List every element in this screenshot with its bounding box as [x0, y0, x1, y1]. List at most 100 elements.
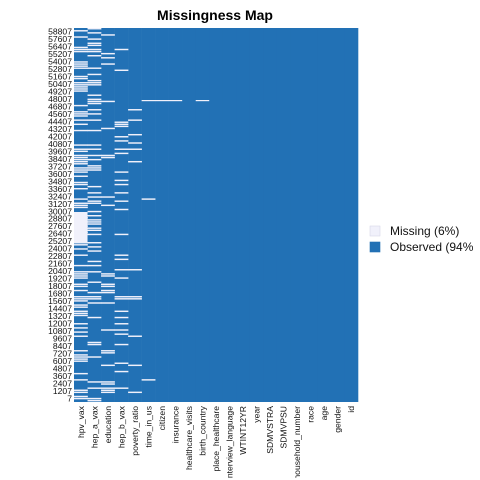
missing-cell [114, 310, 129, 313]
legend-label: Missing (6%) [390, 224, 459, 238]
missing-cell [101, 352, 115, 354]
y-tick-label: 43207 [48, 124, 72, 134]
x-tick-label: gender [333, 406, 343, 433]
missing-cell [87, 210, 102, 213]
missing-cell [74, 248, 88, 250]
missing-cell [74, 144, 88, 146]
missing-cell [101, 285, 115, 288]
missing-cell [87, 356, 102, 358]
missing-cell [128, 119, 142, 121]
missing-cell [114, 269, 129, 271]
missing-cell [74, 202, 88, 204]
missing-cell [101, 289, 115, 292]
missing-cell [87, 202, 102, 204]
missing-cell [87, 196, 102, 198]
missing-cell [74, 314, 88, 317]
missing-cell [74, 86, 88, 88]
missing-cell [74, 242, 88, 244]
missing-cell [87, 399, 102, 402]
missing-cell [114, 233, 129, 236]
missing-cell [74, 212, 88, 242]
missing-cell [74, 397, 88, 400]
missing-cell [87, 316, 102, 319]
missing-cell [128, 160, 142, 163]
missing-cell [74, 123, 88, 126]
y-tick-label: 54007 [48, 57, 72, 67]
missing-cell [74, 271, 88, 273]
missing-cell [114, 362, 129, 364]
legend-swatch [369, 225, 381, 237]
missing-cell [74, 379, 88, 381]
missing-cell [74, 113, 88, 115]
missing-cell [141, 379, 156, 381]
missing-cell [74, 90, 88, 92]
x-tick-label: poverty_ratio [130, 406, 140, 456]
y-tick-label: 3607 [53, 371, 72, 381]
missing-cell [74, 310, 88, 313]
missing-cell [195, 100, 210, 102]
missing-cell [74, 75, 88, 78]
missing-cell [87, 260, 102, 263]
missing-cell [74, 77, 88, 80]
missing-cell [114, 258, 129, 261]
missing-cell [74, 275, 88, 277]
missing-cell [74, 50, 88, 53]
missing-cell [101, 364, 115, 367]
missing-cell [101, 100, 115, 103]
missing-cell [87, 100, 102, 103]
missing-cell [87, 250, 102, 252]
x-tick-label: place_healthcare [211, 406, 221, 472]
missing-cell [74, 296, 88, 298]
missing-cell [114, 370, 129, 373]
y-tick-label: 52807 [48, 64, 72, 74]
missing-cell [74, 254, 88, 256]
missing-cell [74, 335, 88, 337]
missing-cell [74, 150, 88, 153]
missing-cell [74, 111, 88, 113]
missing-cell [74, 372, 88, 375]
missing-cell [74, 395, 88, 398]
missing-cell [114, 343, 129, 346]
missing-cell [128, 269, 142, 271]
missing-cell [74, 115, 88, 117]
missing-cell [87, 223, 102, 225]
missing-cell [87, 67, 102, 69]
x-tick-label: SDMVPSU [279, 406, 289, 449]
y-tick-label: 25207 [48, 236, 72, 246]
missing-cell [101, 34, 115, 36]
missing-cell [74, 277, 88, 279]
missing-cell [74, 160, 88, 163]
column-birth_country [195, 28, 210, 402]
missing-cell [74, 327, 88, 329]
missing-cell [87, 167, 102, 169]
missing-cell [114, 200, 129, 202]
missing-cell [87, 221, 102, 223]
missing-cell [114, 296, 129, 298]
missing-cell [74, 129, 88, 132]
missing-cell [74, 312, 88, 315]
missing-cell [87, 291, 102, 294]
x-tick-label: household_number [292, 406, 302, 480]
missing-cell [87, 264, 102, 267]
missing-cell [87, 298, 102, 300]
missing-cell [114, 123, 129, 126]
missing-cell [74, 350, 88, 352]
missing-cell [114, 171, 129, 173]
missing-cell [114, 69, 129, 72]
missing-cell [74, 148, 88, 150]
x-tick-label: birth_country [197, 405, 207, 455]
missing-cell [114, 298, 129, 300]
missing-cell [74, 158, 88, 161]
missing-cell [87, 169, 102, 171]
missing-cell [114, 329, 129, 331]
x-tick-label: id [346, 406, 356, 413]
missing-cell [74, 304, 88, 306]
missing-cell [87, 144, 102, 146]
missing-cell [87, 271, 102, 273]
x-tick-label: year [252, 406, 262, 423]
x-tick-label: insurance [170, 406, 180, 443]
missing-cell [87, 381, 102, 383]
missing-cell [114, 277, 129, 279]
missing-cell [87, 32, 102, 34]
missing-cell [74, 181, 88, 184]
